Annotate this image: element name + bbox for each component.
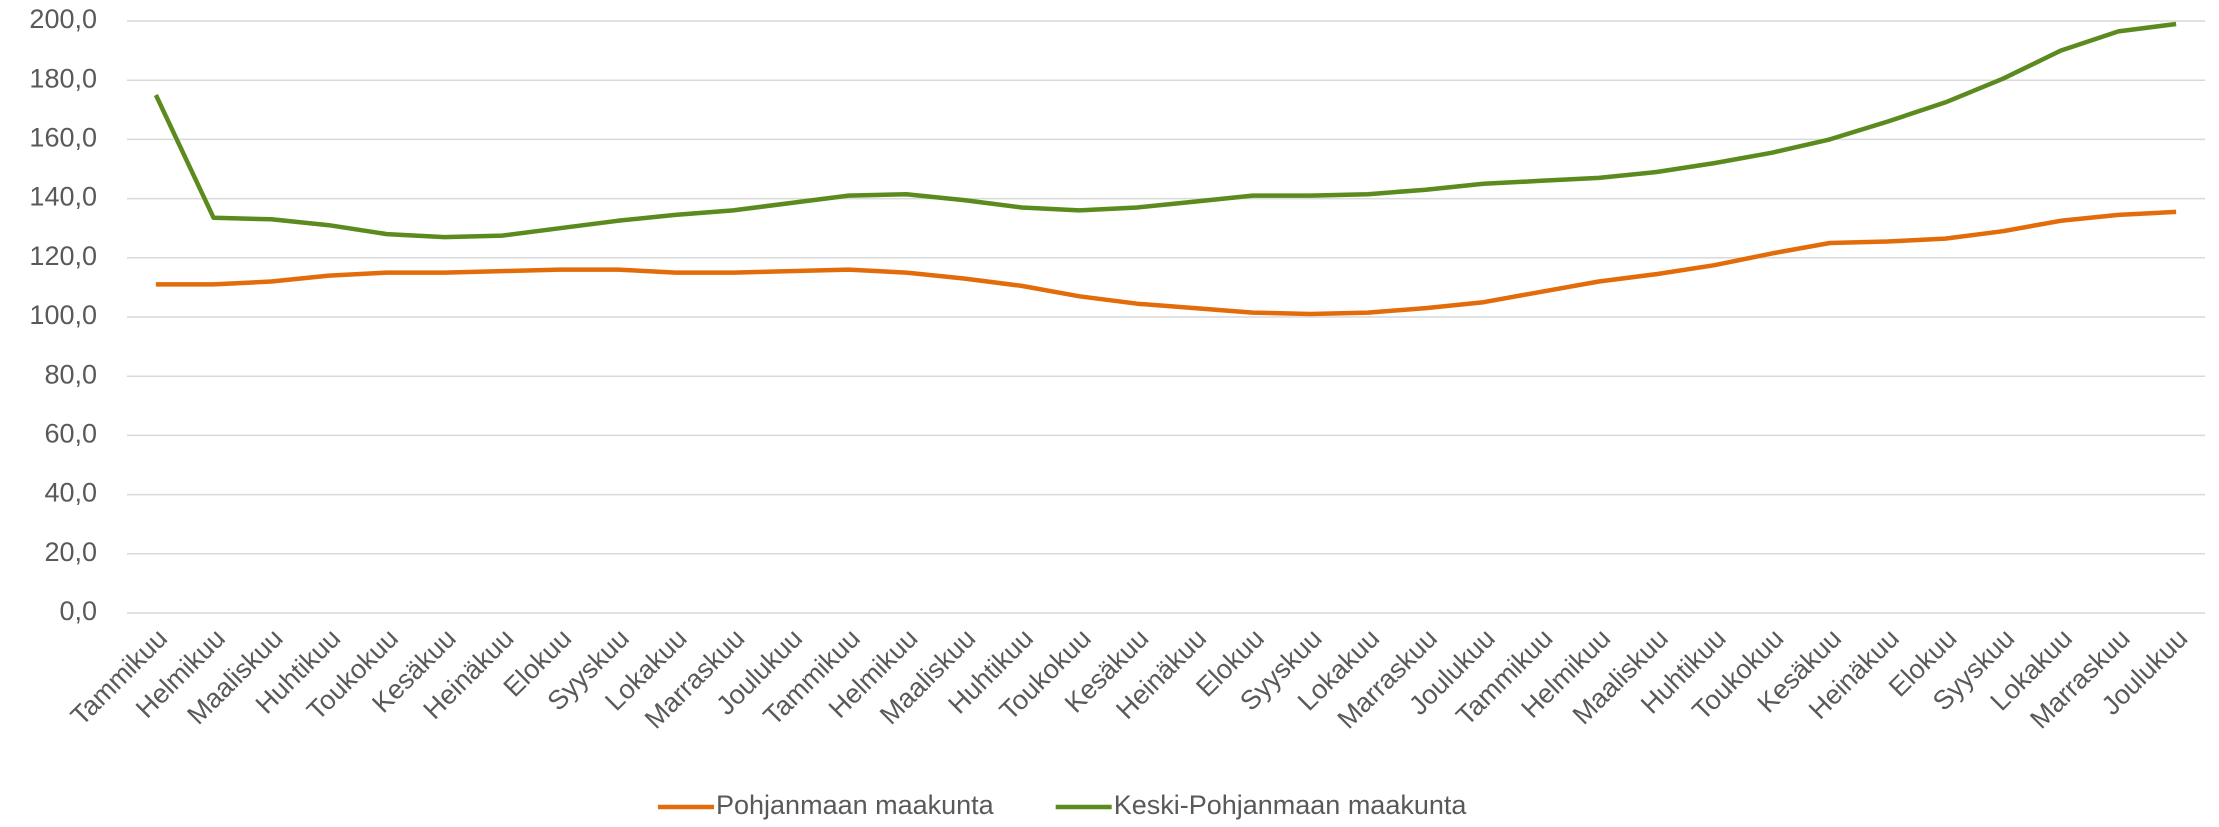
y-tick-label: 200,0	[29, 4, 97, 34]
y-tick-label: 180,0	[29, 63, 97, 93]
y-tick-label: 120,0	[29, 241, 97, 271]
legend-label: Pohjanmaan maakunta	[716, 790, 995, 820]
y-tick-label: 60,0	[44, 419, 97, 449]
series-line	[155, 209, 2177, 317]
y-tick-label: 0,0	[59, 596, 97, 626]
series-line	[153, 21, 2177, 240]
y-tick-label: 160,0	[29, 123, 97, 153]
y-tick-label: 80,0	[44, 359, 97, 389]
y-tick-label: 20,0	[44, 537, 97, 567]
y-tick-label: 100,0	[29, 300, 97, 330]
y-tick-label: 140,0	[29, 182, 97, 212]
y-tick-label: 40,0	[44, 478, 97, 508]
legend-label: Keski-Pohjanmaan maakunta	[1114, 790, 1468, 820]
